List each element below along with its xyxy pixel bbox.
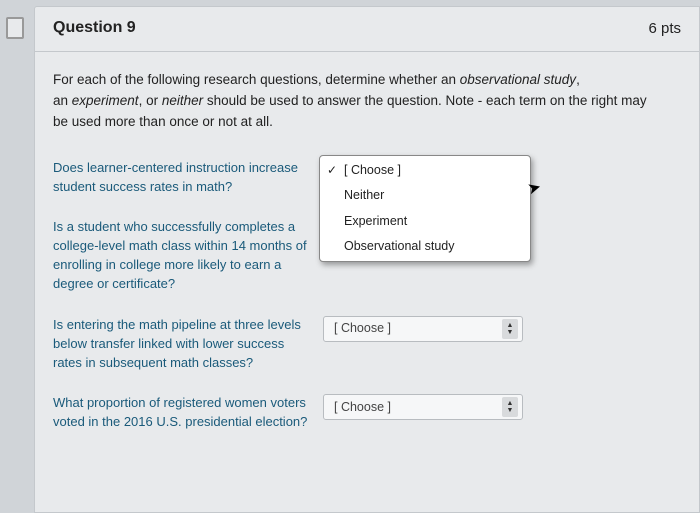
card-body: For each of the following research quest… bbox=[35, 52, 699, 448]
updown-icon: ▲▼ bbox=[502, 319, 518, 339]
question-row: Is entering the math pipeline at three l… bbox=[53, 316, 681, 373]
select-value: [ Choose ] bbox=[334, 398, 391, 417]
instr-part: , or bbox=[139, 93, 162, 108]
instr-em: experiment bbox=[72, 93, 139, 108]
question-card: Question 9 6 pts For each of the followi… bbox=[34, 6, 700, 513]
question-text: Does learner-centered instruction increa… bbox=[53, 159, 323, 197]
select-wrap-q1: [ Choose ] ▲▼ [ Choose ] Neither Experim… bbox=[323, 159, 523, 185]
instr-em: observational study bbox=[460, 72, 576, 87]
instructions-text: For each of the following research quest… bbox=[53, 70, 681, 133]
select-wrap-q4: [ Choose ] ▲▼ bbox=[323, 394, 523, 420]
instr-part: should be used to answer the question. N… bbox=[203, 93, 647, 108]
instr-part: For each of the following research quest… bbox=[53, 72, 460, 87]
dropdown-option-choose[interactable]: [ Choose ] bbox=[320, 158, 530, 183]
dropdown-option-neither[interactable]: Neither bbox=[320, 183, 530, 208]
answer-select-q4[interactable]: [ Choose ] ▲▼ bbox=[323, 394, 523, 420]
question-text: What proportion of registered women vote… bbox=[53, 394, 323, 432]
instr-part: be used more than once or not at all. bbox=[53, 114, 273, 129]
dropdown-option-observational[interactable]: Observational study bbox=[320, 234, 530, 259]
points-label: 6 pts bbox=[648, 20, 681, 37]
question-row: What proportion of registered women vote… bbox=[53, 394, 681, 432]
updown-icon: ▲▼ bbox=[502, 397, 518, 417]
instr-em: neither bbox=[162, 93, 203, 108]
dropdown-menu: [ Choose ] Neither Experiment Observatio… bbox=[319, 155, 531, 263]
page-outline-icon bbox=[6, 17, 24, 39]
question-row: Does learner-centered instruction increa… bbox=[53, 159, 681, 197]
question-text: Is entering the math pipeline at three l… bbox=[53, 316, 323, 373]
instr-part: , bbox=[576, 72, 580, 87]
question-number: Question 9 bbox=[53, 19, 136, 37]
card-header: Question 9 6 pts bbox=[35, 7, 699, 52]
select-value: [ Choose ] bbox=[334, 319, 391, 338]
question-text: Is a student who successfully completes … bbox=[53, 218, 323, 293]
instr-part: an bbox=[53, 93, 72, 108]
dropdown-option-experiment[interactable]: Experiment bbox=[320, 209, 530, 234]
answer-select-q3[interactable]: [ Choose ] ▲▼ bbox=[323, 316, 523, 342]
select-wrap-q3: [ Choose ] ▲▼ bbox=[323, 316, 523, 342]
